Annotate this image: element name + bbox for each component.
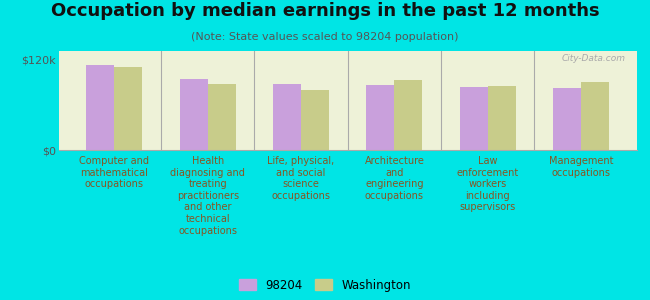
Bar bbox=[367, 85, 395, 150]
Text: Management
occupations: Management occupations bbox=[549, 156, 613, 178]
Text: Occupation by median earnings in the past 12 months: Occupation by median earnings in the pas… bbox=[51, 2, 599, 20]
Bar bbox=[395, 80, 423, 150]
Text: Health
diagnosing and
treating
practitioners
and other
technical
occupations: Health diagnosing and treating practitio… bbox=[170, 156, 245, 236]
Bar bbox=[301, 90, 329, 150]
Bar bbox=[553, 88, 581, 150]
Bar bbox=[273, 84, 301, 150]
Bar bbox=[208, 84, 236, 150]
Text: Life, physical,
and social
science
occupations: Life, physical, and social science occup… bbox=[267, 156, 335, 201]
Bar bbox=[460, 87, 488, 150]
Bar bbox=[488, 86, 515, 150]
Text: Law
enforcement
workers
including
supervisors: Law enforcement workers including superv… bbox=[456, 156, 519, 212]
Bar bbox=[114, 68, 142, 150]
Legend: 98204, Washington: 98204, Washington bbox=[236, 276, 414, 294]
Bar bbox=[180, 79, 208, 150]
Text: City-Data.com: City-Data.com bbox=[562, 54, 625, 63]
Bar bbox=[581, 82, 609, 150]
Text: (Note: State values scaled to 98204 population): (Note: State values scaled to 98204 popu… bbox=[191, 32, 459, 41]
Text: Computer and
mathematical
occupations: Computer and mathematical occupations bbox=[79, 156, 150, 189]
Bar bbox=[86, 65, 114, 150]
Text: Architecture
and
engineering
occupations: Architecture and engineering occupations bbox=[365, 156, 424, 201]
